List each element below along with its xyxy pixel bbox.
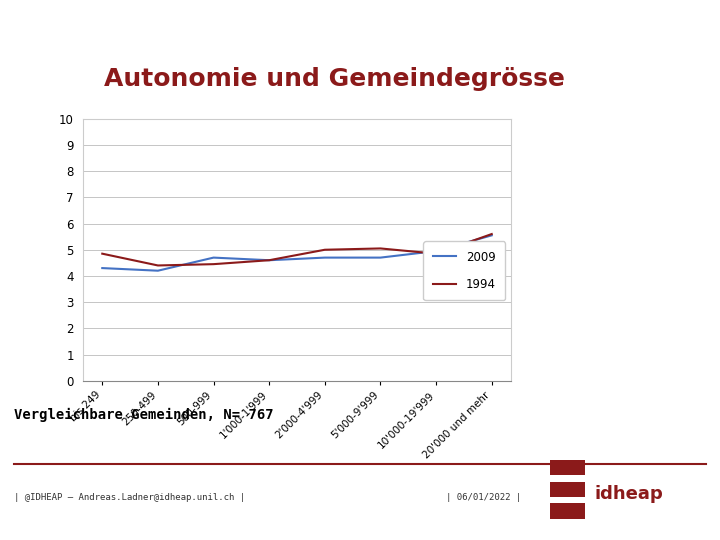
1994 (153, 262, 162, 269)
Text: Vergleichbare Gemeinden, N= 767: Vergleichbare Gemeinden, N= 767 (14, 407, 274, 422)
FancyBboxPatch shape (550, 460, 585, 475)
Line: 1994: 1994 (102, 234, 492, 266)
1994 (487, 231, 496, 237)
2009 (98, 265, 107, 271)
Text: Autonomie und Gemeindegrösse: Autonomie und Gemeindegrösse (104, 67, 565, 91)
2009 (376, 254, 384, 261)
Text: | 06/01/2022 |: | 06/01/2022 | (446, 493, 522, 502)
FancyBboxPatch shape (550, 482, 585, 497)
2009 (432, 248, 441, 254)
1994 (210, 261, 218, 267)
1994 (98, 251, 107, 257)
1994 (432, 251, 441, 257)
1994 (265, 257, 274, 264)
2009 (153, 267, 162, 274)
Text: | @IDHEAP – Andreas.Ladner@idheap.unil.ch |: | @IDHEAP – Andreas.Ladner@idheap.unil.c… (14, 493, 246, 502)
1994 (320, 246, 329, 253)
2009 (265, 257, 274, 264)
Text: idheap: idheap (595, 485, 663, 503)
1994 (376, 245, 384, 252)
FancyBboxPatch shape (550, 503, 585, 518)
Legend: 2009, 1994: 2009, 1994 (423, 241, 505, 300)
2009 (487, 232, 496, 239)
2009 (320, 254, 329, 261)
Line: 2009: 2009 (102, 235, 492, 271)
2009 (210, 254, 218, 261)
